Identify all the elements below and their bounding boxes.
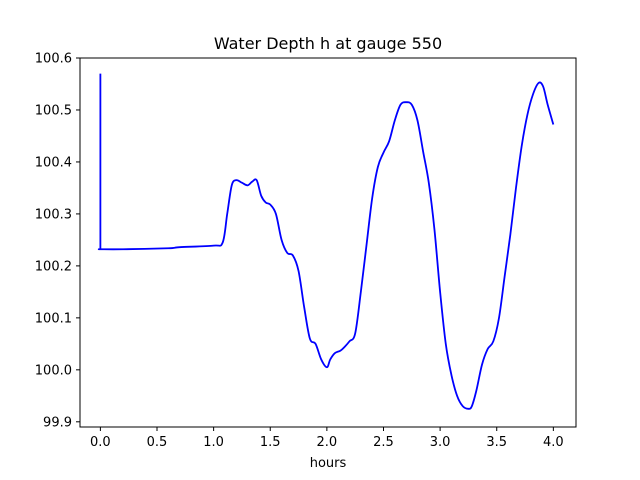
y-tick-label: 100.2: [35, 259, 72, 274]
x-tick-label: 2.5: [373, 435, 394, 450]
x-axis-ticks: 0.0 0.5 1.0 1.5 2.0 2.5 3.0 3.5 4.0: [90, 427, 564, 450]
y-tick-label: 99.9: [43, 415, 72, 430]
y-tick-label: 100.4: [35, 155, 72, 170]
x-axis-label: hours: [310, 456, 347, 471]
y-axis-ticks: 99.9 100.0 100.1 100.2 100.3 100.4 100.5 100.6: [35, 52, 80, 430]
x-tick-label: 0.0: [90, 435, 111, 450]
y-tick-label: 100.1: [35, 311, 72, 326]
y-tick-label: 100.3: [35, 207, 72, 222]
x-tick-label: 4.0: [543, 435, 564, 450]
x-tick-label: 1.5: [260, 435, 281, 450]
x-tick-label: 0.5: [147, 435, 168, 450]
plot-area-frame: [79, 57, 577, 428]
series-line: [97, 81, 555, 410]
x-tick-label: 3.0: [430, 435, 451, 450]
x-tick-label: 2.0: [317, 435, 338, 450]
chart-title: Water Depth h at gauge 550: [214, 34, 442, 53]
y-tick-label: 100.6: [35, 52, 72, 67]
y-tick-label: 100.5: [35, 103, 72, 118]
series-layer: [97, 73, 555, 410]
x-tick-label: 1.0: [203, 435, 224, 450]
y-tick-label: 100.0: [35, 363, 72, 378]
x-tick-label: 3.5: [486, 435, 507, 450]
